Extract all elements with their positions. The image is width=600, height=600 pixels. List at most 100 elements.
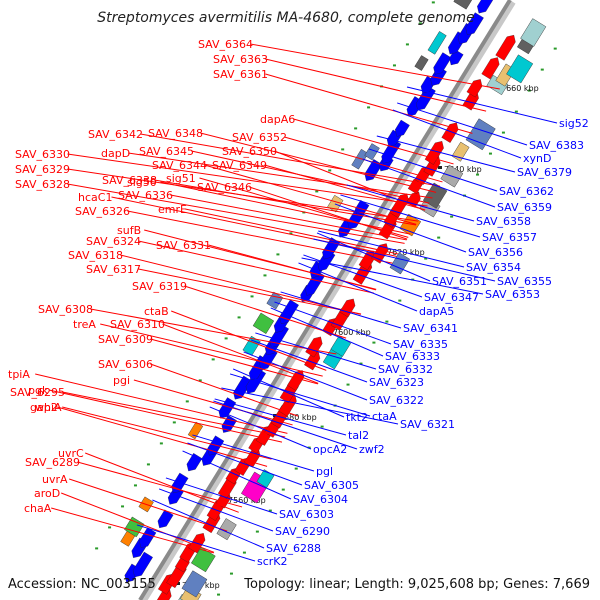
- reverse-feature-box-rect: [252, 312, 275, 334]
- tick-dot: [431, 1, 435, 4]
- forward-leader-line: [69, 478, 228, 532]
- reverse-leader-line: [270, 307, 384, 357]
- forward-feature-box-rect: [451, 141, 470, 162]
- forward-gene-label: treA: [73, 318, 96, 331]
- forward-gene-label: SAV_6289: [25, 456, 80, 469]
- tick-dot: [450, 215, 454, 218]
- kbp-tick-label: 7560 kbp: [228, 496, 266, 505]
- forward-feature-box: [216, 518, 237, 541]
- reverse-gene-label: SAV_6355: [497, 275, 552, 288]
- forward-leader-line: [140, 133, 440, 187]
- forward-gene-arrow: [305, 336, 323, 358]
- forward-leader-line: [171, 310, 327, 371]
- forward-feature-box: [465, 118, 496, 151]
- forward-feature-box-rect: [389, 252, 411, 275]
- tick-dot: [224, 337, 228, 340]
- forward-gene-label: SAV_6352: [232, 131, 287, 144]
- forward-gene-arrow: [495, 34, 516, 61]
- forward-feature-box-rect: [181, 570, 208, 598]
- forward-leader-line: [67, 153, 428, 207]
- forward-gene-label: hcaC1: [78, 191, 112, 204]
- reverse-feature-box-rect: [453, 0, 474, 10]
- tick-dot: [172, 421, 176, 424]
- forward-leader-line: [208, 244, 376, 291]
- forward-leader-line: [35, 373, 288, 434]
- reverse-gene-label: dapA5: [419, 305, 454, 318]
- reverse-gene-label: SAV_6303: [279, 508, 334, 521]
- tick-dot: [211, 358, 215, 361]
- forward-gene-label: pgk: [28, 384, 49, 397]
- reverse-leader-line: [346, 184, 475, 222]
- reverse-gene-label: SAV_6357: [482, 231, 537, 244]
- reverse-leader-line: [280, 291, 402, 329]
- forward-leader-line: [57, 406, 268, 467]
- forward-gene-label: pgi: [113, 374, 130, 387]
- reverse-gene-label: SAV_6323: [369, 376, 424, 389]
- tick-dot: [289, 232, 293, 235]
- reverse-feature-box-rect: [351, 148, 369, 170]
- forward-leader-line: [200, 132, 437, 193]
- reverse-leader-line: [334, 203, 467, 253]
- tick-dot: [133, 484, 137, 487]
- forward-leader-line: [61, 492, 215, 553]
- reverse-leader-line: [376, 135, 516, 173]
- tick-dot: [398, 299, 402, 302]
- tick-dot: [263, 274, 267, 277]
- reverse-gene-label: pgl: [316, 465, 333, 478]
- tick-dot: [217, 593, 221, 596]
- kbp-tick-label: 7600 kbp: [333, 328, 371, 337]
- forward-gene-label: SAV_6344: [152, 159, 207, 172]
- forward-leader-line: [162, 323, 319, 384]
- tick-dot: [540, 68, 544, 71]
- forward-leader-line: [62, 406, 272, 460]
- reverse-feature-box-rect: [427, 31, 447, 55]
- reverse-leader-line: [316, 232, 431, 282]
- forward-gene-arrow: [339, 298, 356, 318]
- forward-gene-label: uvrA: [42, 473, 68, 486]
- tick-dot: [367, 106, 371, 109]
- forward-leader-line: [85, 452, 239, 513]
- forward-feature-box: [389, 252, 411, 275]
- reverse-gene-label: SAV_6383: [529, 139, 584, 152]
- reverse-gene-label: SAV_6379: [517, 166, 572, 179]
- tick-dot: [359, 362, 363, 365]
- forward-gene-label: SAV_6364: [198, 38, 253, 51]
- forward-leader-line: [170, 194, 407, 241]
- reverse-gene-label: SAV_6321: [400, 418, 455, 431]
- forward-gene-label: sufB: [117, 224, 141, 237]
- forward-leader-line: [48, 389, 283, 443]
- tick-dot: [95, 547, 99, 550]
- forward-leader-line: [77, 461, 243, 508]
- tick-dot: [385, 320, 389, 323]
- forward-gene-label: SAV_6345: [139, 145, 194, 158]
- forward-leader-line: [265, 73, 473, 134]
- tick-dot: [437, 236, 441, 239]
- forward-gene-label: SAV_6310: [110, 318, 165, 331]
- tick-dot: [514, 110, 518, 113]
- tick-dot: [424, 257, 428, 260]
- forward-feature-box: [451, 141, 470, 162]
- reverse-leader-line: [318, 230, 465, 268]
- tick-dot: [237, 316, 241, 319]
- tick-dot: [276, 253, 280, 256]
- tick-dot: [242, 551, 246, 554]
- reverse-gene-label: SAV_6332: [378, 363, 433, 376]
- reverse-leader-line: [392, 109, 522, 159]
- accession-text: Accession: NC_003155: [8, 577, 156, 592]
- reverse-gene-label: SAV_6333: [385, 350, 440, 363]
- forward-gene-label: SAV_6328: [15, 178, 70, 191]
- reverse-gene-label: zwf2: [359, 443, 385, 456]
- tick-dot: [354, 127, 358, 130]
- forward-gene-arrow: [466, 79, 483, 98]
- reverse-gene-arrow: [465, 12, 484, 36]
- reverse-leader-line: [209, 406, 312, 450]
- forward-gene-label: dapD: [101, 147, 130, 160]
- tick-dot: [346, 383, 350, 386]
- reverse-leader-line: [397, 102, 528, 146]
- tick-dot: [159, 442, 163, 445]
- reverse-feature-box: [364, 143, 380, 161]
- forward-gene-label: SAV_6336: [118, 189, 173, 202]
- reverse-leader-line: [136, 524, 256, 562]
- tick-dot: [185, 400, 189, 403]
- forward-leader-line: [204, 164, 417, 225]
